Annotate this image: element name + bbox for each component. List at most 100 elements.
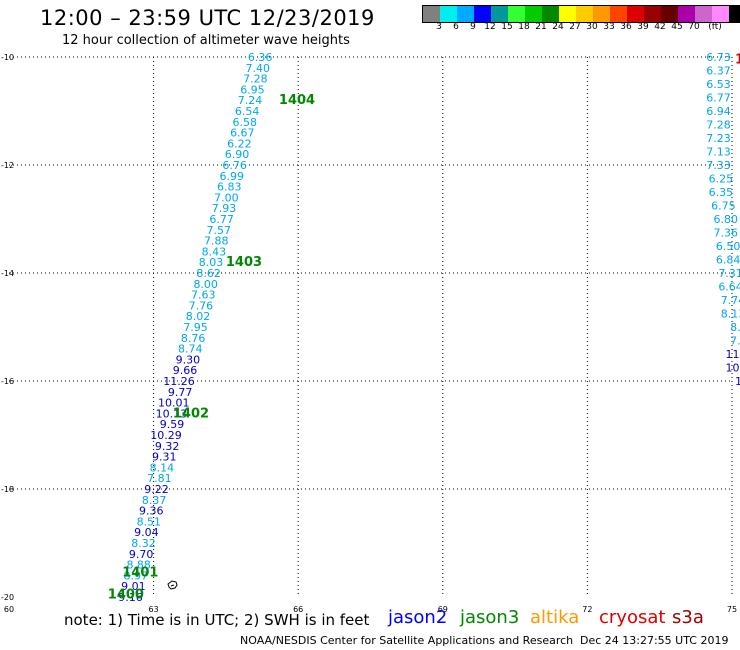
lat-axis-label: -10 (1, 53, 14, 62)
color-scale-tick: 30 (586, 22, 598, 32)
lon-axis-label: 72 (582, 605, 592, 614)
wave-height-label: 9.31 (152, 451, 177, 464)
lon-axis-label: 69 (438, 605, 448, 614)
wave-height-label: 9.70 (129, 548, 154, 561)
units-note: note: 1) Time is in UTC; 2) SWH is in fe… (64, 611, 370, 629)
wave-height-label: 10.29 (150, 429, 182, 442)
wave-height-label: 9.59 (160, 418, 185, 431)
wave-height-label: 7.00 (214, 191, 239, 204)
wave-height-label: 8.76 (181, 332, 206, 345)
color-swatch (729, 6, 740, 22)
color-swatch (576, 6, 593, 22)
island-outline (167, 580, 178, 590)
wave-height-label: 7.24 (238, 94, 263, 107)
lat-axis-label: -18 (1, 485, 14, 494)
color-scale-tick: 18 (518, 22, 530, 32)
wave-height-label: 7.13 (706, 146, 731, 159)
wave-height-label: 7.74 (721, 294, 740, 307)
lon-axis-label: 63 (149, 605, 159, 614)
wave-height-label: 8.00 (193, 278, 218, 291)
wave-height-label: 9.32 (155, 440, 180, 453)
wave-height-label: 6.90 (225, 148, 250, 161)
color-swatch (627, 6, 644, 22)
color-swatch (610, 6, 627, 22)
color-swatch (559, 6, 576, 22)
wave-height-label: 8.97 (124, 569, 149, 582)
color-scale-tick: 70 (688, 22, 700, 32)
time-label: 1400 (108, 587, 144, 602)
satellite-legend-jason3: jason3 (460, 607, 520, 628)
wave-height-label: 10.0 (726, 362, 740, 375)
lat-axis-label: -12 (1, 161, 14, 170)
wave-height-label: 9.77 (168, 386, 193, 399)
color-scale-tick: 45 (671, 22, 683, 32)
wave-height-label: 7.88 (204, 235, 229, 248)
color-swatch (593, 6, 610, 22)
page-title: 12:00 – 23:59 UTC 12/23/2019 (40, 6, 375, 30)
satellite-legend-altika: altika (530, 607, 580, 628)
color-swatch (423, 6, 440, 22)
wave-height-label: 7.7 (730, 335, 740, 348)
wave-height-label: 9.36 (139, 505, 164, 518)
time-label: 1 (735, 53, 740, 68)
lon-axis-label: 75 (727, 605, 737, 614)
wave-height-label: 6.83 (217, 181, 242, 194)
footer-credit: NOAA/NESDIS Center for Satellite Applica… (240, 634, 574, 647)
wave-height-label: 8.02 (186, 310, 211, 323)
lat-axis-label: -16 (1, 377, 14, 386)
color-scale-tick: 39 (637, 22, 649, 32)
color-swatch (644, 6, 661, 22)
wave-height-label: 10.01 (158, 397, 190, 410)
color-scale-tick: 15 (501, 22, 513, 32)
wave-height-label: 11.0 (726, 348, 740, 361)
satellite-legend-jason2: jason2 (388, 607, 448, 628)
time-label: 1403 (226, 255, 262, 270)
color-swatch (712, 6, 729, 22)
satellite-legend-cryosat: cryosat (599, 607, 666, 628)
color-scale-tick: 21 (535, 22, 547, 32)
wave-height-label: 8.43 (202, 245, 227, 258)
wave-height-label: 7.57 (206, 224, 231, 237)
wave-height-label: 7.76 (189, 299, 214, 312)
wave-height-label: 8.62 (196, 267, 221, 280)
color-swatch (508, 6, 525, 22)
wave-height-label: 10. (735, 375, 740, 388)
wave-height-label: 6.80 (714, 213, 739, 226)
wave-height-label: 6.77 (209, 213, 234, 226)
color-scale-tick: 36 (620, 22, 632, 32)
wave-height-label: 6.37 (706, 65, 731, 78)
wave-height-label: 6.75 (711, 200, 736, 213)
wave-height-label: 6.54 (235, 105, 260, 118)
color-scale-tick: 3 (436, 22, 442, 32)
page-subtitle: 12 hour collection of altimeter wave hei… (62, 33, 350, 48)
wave-height-label: 6.58 (232, 116, 257, 129)
color-scale-bar (422, 5, 740, 23)
lon-axis-label: 60 (4, 605, 14, 614)
time-label: 1401 (122, 566, 158, 581)
wave-height-label: 6.95 (240, 83, 265, 96)
lon-axis-label: 66 (293, 605, 303, 614)
wave-height-label: 9.22 (144, 483, 169, 496)
color-scale-tick: 12 (484, 22, 496, 32)
time-label: 1402 (173, 406, 209, 421)
wave-height-label: 6.67 (230, 127, 255, 140)
wave-height-label: 7.23 (706, 132, 731, 145)
wave-height-label: 9.16 (118, 591, 143, 604)
wave-height-label: 6.73 (706, 51, 731, 64)
wave-height-label: 6.64 (718, 281, 740, 294)
wave-height-label: 6.99 (219, 170, 244, 183)
color-scale-tick: 42 (654, 22, 666, 32)
color-swatch (678, 6, 695, 22)
color-swatch (457, 6, 474, 22)
wave-height-label: 6.25 (709, 173, 734, 186)
footer-timestamp: Dec 24 13:27:55 UTC 2019 (580, 634, 729, 647)
wave-height-label: 8.03 (199, 256, 224, 269)
color-scale-tick: 27 (569, 22, 581, 32)
wave-height-label: 7.40 (246, 62, 271, 75)
wave-height-label: 7.36 (714, 227, 739, 240)
lat-axis-label: -14 (1, 269, 14, 278)
color-swatch (661, 6, 678, 22)
wave-height-label: 6.53 (706, 78, 731, 91)
wave-height-label: 8.13 (721, 308, 740, 321)
color-scale-ticks: 3 6 9 12 15 18 21 24 27 30 33 36 39 42 45 70 (ft) (422, 22, 740, 36)
